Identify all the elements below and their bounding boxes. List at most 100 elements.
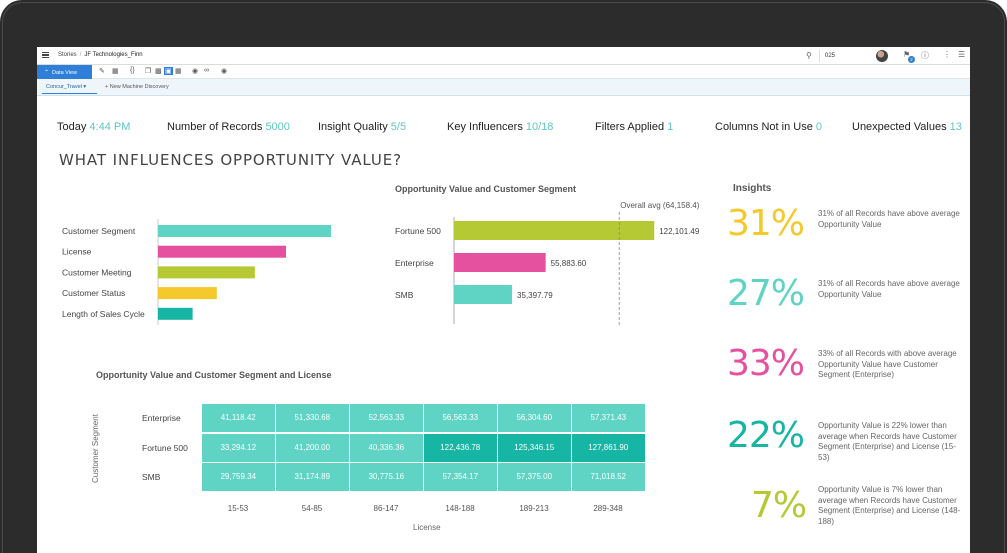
heatmap-cell[interactable]: 29,759.34 [202,463,275,491]
heatmap-cell[interactable]: 30,775.16 [350,463,423,491]
heatmap-column-label: 54-85 [301,503,323,513]
app-screen: Stories / JF Technologies_Finn ⚲ 025 ⚑ 2 ⓘ… [37,47,970,553]
segment-bar [454,253,546,272]
kpi-value: 4:44 PM [89,121,131,133]
heatmap-cell[interactable]: 122,436.78 [424,433,497,462]
data-view-label: Data View [52,69,77,76]
category-label: SMB [395,290,414,300]
heatmap-y-axis-title: Customer Segment [91,414,100,483]
influencer-bar [158,307,193,320]
kpi-value: 1 [667,121,674,133]
insight-text: 31% of all Records have above average Op… [818,209,960,229]
heatmap-row-label: SMB [142,472,161,482]
heatmap-cell[interactable]: 57,354.17 [424,463,497,491]
heatmap-cell[interactable]: 56,304.60 [498,404,571,432]
kpi-unexpected-values: Unexpected Values 13 [852,121,962,133]
notification-badge: 2 [908,56,915,63]
heatmap-x-axis-title: License [413,523,441,532]
heatmap-cell[interactable]: 52,563.33 [350,404,423,432]
influencer-bar [158,266,255,279]
chevron-down-icon: ▾ [83,84,87,90]
page-title: WHAT INFLUENCES OPPORTUNITY VALUE? [59,151,403,169]
heatmap-cell[interactable]: 41,200.00 [276,433,349,462]
table-icon[interactable]: ▩ [155,68,162,75]
heatmap-column-label: 86-147 [373,503,399,513]
heatmap-cell[interactable]: 51,330.68 [276,404,349,432]
kpi-insight-quality: Insight Quality 5/5 [318,121,406,133]
breadcrumb-current: JF Technologies_Finn [84,52,143,58]
heatmap-column-label: 15-53 [227,503,249,513]
kpi-value: 5000 [265,121,290,133]
heatmap-column-label: 148-188 [445,503,475,513]
kpi-row: Today 4:44 PM Number of Records 5000 Ins… [37,121,970,135]
link-icon[interactable]: ∞ [204,67,209,74]
chart-icon[interactable]: ▦ [112,68,119,75]
kpi-value: 13 [949,121,962,133]
insight-text: Opportunity Value is 7% lower than avera… [818,485,961,526]
heatmap-cell[interactable]: 57,375.00 [498,463,571,491]
eye-icon[interactable]: ◉ [221,68,228,75]
breadcrumb: Stories / JF Technologies_Finn [58,52,143,58]
heatmap-column-label: 289-348 [593,503,623,513]
average-label: Overall avg (64,158.4) [620,201,699,210]
edit-icon[interactable]: ✎ [99,68,105,75]
category-label: License [62,247,92,257]
data-label: 55,883.60 [551,259,587,268]
discovery-icon[interactable]: ▣ [164,67,173,75]
heatmap-cell[interactable]: 56,563.33 [424,404,497,432]
help-icon[interactable]: ⓘ [921,51,929,60]
insight-text: Opportunity Value is 22% lower than aver… [818,421,957,462]
kpi-value: 10/18 [525,121,554,133]
insight-text: 31% of all Records have above average Op… [818,279,960,299]
insight-percent: 31% [727,203,805,244]
tab-bar: Concur_Travel ▾ + New Machine Discovery [37,79,970,96]
toolbar: ⌃ Data View ✎ ▦ {} ❐ ▩ ▣ ▦ ◉ ∞ ◉ [37,65,970,79]
category-label: Customer Meeting [62,267,132,277]
kpi-label: Number of Records [167,121,263,133]
chat-icon[interactable]: ☰ [958,50,966,59]
notifications-icon[interactable]: ⚑ [903,50,911,59]
influencer-bar [158,225,331,237]
segment-chart: Fortune 500 122,101.49 Enterprise 55,883.60… [395,201,700,327]
insight-text: 33% of all Records with above average Op… [818,349,957,379]
kpi-label: Key Influencers [447,121,523,133]
insight-percent: 22% [727,415,805,456]
plus-icon: + [105,84,110,90]
top-bar: Stories / JF Technologies_Finn ⚲ 025 ⚑ 2 ⓘ… [37,47,970,65]
formula-icon[interactable]: {} [130,67,135,74]
insight-percent: 27% [727,273,805,314]
avatar[interactable] [876,50,888,62]
heatmap-cell[interactable]: 125,346.15 [498,433,571,462]
data-label: 122,101.49 [659,227,700,236]
lock-icon[interactable]: ◉ [192,68,199,75]
menu-icon[interactable] [42,52,49,58]
heatmap-column-label: 189-213 [519,503,549,513]
copy-icon[interactable]: ❐ [145,68,152,75]
kpi-value: 0 [815,121,823,133]
heatmap-cell[interactable]: 127,861.90 [572,433,645,462]
chevron-up-icon: ⌃ [44,69,50,76]
heatmap-cell[interactable]: 33,294.12 [202,433,275,462]
data-view-button[interactable]: ⌃ Data View [37,65,92,79]
kpi-label: Filters Applied [595,121,665,133]
data-label: 35,397.79 [517,291,553,300]
heatmap-cell[interactable]: 31,174.89 [276,463,349,491]
kpi-filters-applied: Filters Applied 1 [595,121,673,133]
more-icon[interactable]: ⋮ [943,50,951,59]
heatmap-cell[interactable]: 41,118.42 [202,404,275,432]
heatmap-cell[interactable]: 57,371.43 [572,404,645,432]
kpi-label: Insight Quality [318,121,388,133]
breadcrumb-stories[interactable]: Stories [58,52,77,58]
kpi-label: Unexpected Values [852,121,947,133]
heatmap-cell[interactable]: 71,018.52 [572,463,645,491]
kpi-value: 5/5 [390,121,407,133]
influencer-bar [158,287,217,300]
search-input[interactable]: 025 [819,50,867,62]
tab-concur-travel[interactable]: Concur_Travel ▾ [42,81,97,94]
new-machine-discovery-tab[interactable]: + New Machine Discovery [105,84,169,90]
search-icon[interactable]: ⚲ [806,51,812,60]
grid-icon[interactable]: ▦ [175,68,182,75]
segment-bar [454,285,513,304]
heatmap-cell[interactable]: 40,336.36 [350,433,423,462]
segment-bar [454,221,655,240]
